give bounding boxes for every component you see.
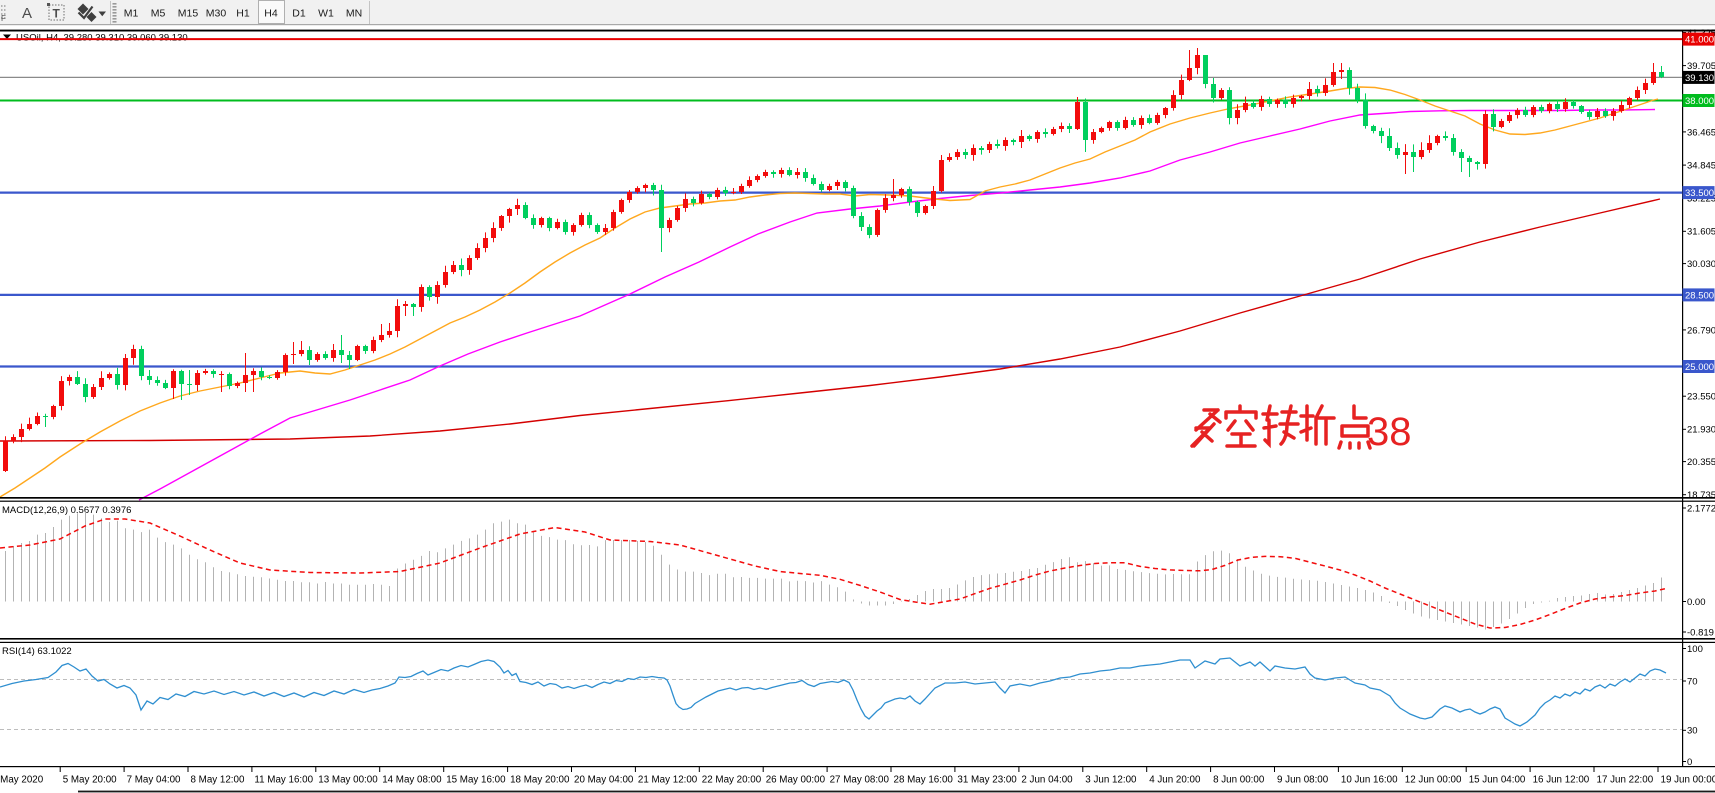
svg-text:38: 38	[1367, 410, 1412, 454]
svg-text:100: 100	[1687, 644, 1703, 655]
svg-text:30: 30	[1687, 726, 1698, 737]
svg-text:2.1772: 2.1772	[1687, 503, 1715, 514]
svg-text:39.705: 39.705	[1687, 61, 1715, 72]
svg-text:8 Jun 00:00: 8 Jun 00:00	[1213, 775, 1265, 786]
svg-text:RSI(14) 63.1022: RSI(14) 63.1022	[2, 646, 72, 657]
svg-text:M5: M5	[151, 8, 166, 20]
svg-text:20.355: 20.355	[1687, 457, 1715, 468]
svg-text:30.030: 30.030	[1687, 259, 1715, 270]
svg-text:23.550: 23.550	[1687, 392, 1715, 403]
svg-text:M1: M1	[124, 8, 139, 20]
svg-text:9 Jun 08:00: 9 Jun 08:00	[1277, 775, 1329, 786]
svg-text:M15: M15	[178, 8, 199, 20]
svg-text:25.000: 25.000	[1685, 362, 1714, 373]
svg-text:39.130: 39.130	[1685, 73, 1714, 84]
svg-text:0.00: 0.00	[1687, 597, 1706, 608]
svg-text:MN: MN	[346, 8, 362, 20]
svg-text:26 May 00:00: 26 May 00:00	[766, 775, 826, 786]
svg-text:USOil, H4, 39.280 39.310 39.06: USOil, H4, 39.280 39.310 39.060 39.130	[16, 33, 188, 44]
svg-text:11 May 16:00: 11 May 16:00	[254, 775, 313, 786]
svg-text:15 May 16:00: 15 May 16:00	[446, 775, 506, 786]
svg-text:H4: H4	[264, 8, 278, 20]
svg-text:H1: H1	[236, 8, 250, 20]
svg-text:12 Jun 00:00: 12 Jun 00:00	[1405, 775, 1462, 786]
svg-text:18 May 20:00: 18 May 20:00	[510, 775, 570, 786]
svg-text:15 Jun 04:00: 15 Jun 04:00	[1469, 775, 1526, 786]
svg-text:20 May 04:00: 20 May 04:00	[574, 775, 634, 786]
svg-text:28.500: 28.500	[1685, 290, 1714, 301]
svg-text:17 Jun 22:00: 17 Jun 22:00	[1597, 775, 1654, 786]
svg-text:38.000: 38.000	[1685, 96, 1714, 107]
svg-text:27 May 08:00: 27 May 08:00	[830, 775, 890, 786]
svg-text:10 Jun 16:00: 10 Jun 16:00	[1341, 775, 1398, 786]
svg-text:70: 70	[1687, 676, 1698, 687]
svg-text:26.790: 26.790	[1687, 325, 1715, 336]
svg-text:M30: M30	[206, 8, 227, 20]
svg-text:21.930: 21.930	[1687, 425, 1715, 436]
svg-text:4 May 2020: 4 May 2020	[0, 775, 44, 786]
svg-text:0: 0	[1687, 757, 1692, 768]
svg-text:33.500: 33.500	[1685, 188, 1714, 199]
svg-text:18.735: 18.735	[1687, 490, 1715, 501]
svg-text:2 Jun 04:00: 2 Jun 04:00	[1021, 775, 1073, 786]
svg-text:D1: D1	[292, 8, 306, 20]
svg-text:36.465: 36.465	[1687, 127, 1715, 138]
svg-text:14 May 08:00: 14 May 08:00	[382, 775, 442, 786]
svg-text:34.845: 34.845	[1687, 161, 1715, 172]
svg-text:41.000: 41.000	[1685, 35, 1714, 46]
svg-text:A: A	[22, 5, 32, 22]
svg-text:21 May 12:00: 21 May 12:00	[638, 775, 698, 786]
svg-text:19 Jun 00:00: 19 Jun 00:00	[1661, 775, 1715, 786]
svg-text:4 Jun 20:00: 4 Jun 20:00	[1149, 775, 1201, 786]
svg-text:28 May 16:00: 28 May 16:00	[894, 775, 954, 786]
svg-text:T: T	[53, 7, 61, 21]
svg-text:31.605: 31.605	[1687, 227, 1715, 238]
svg-text:W1: W1	[318, 8, 334, 20]
svg-text:5 May 20:00: 5 May 20:00	[63, 775, 117, 786]
svg-text:8 May 12:00: 8 May 12:00	[191, 775, 245, 786]
svg-text:13 May 00:00: 13 May 00:00	[318, 775, 378, 786]
svg-text:MACD(12,26,9) 0.5677 0.3976: MACD(12,26,9) 0.5677 0.3976	[2, 505, 131, 516]
svg-text:22 May 20:00: 22 May 20:00	[702, 775, 762, 786]
svg-text:3 Jun 12:00: 3 Jun 12:00	[1085, 775, 1137, 786]
svg-text:-0.819: -0.819	[1687, 627, 1714, 638]
svg-text:16 Jun 12:00: 16 Jun 12:00	[1533, 775, 1590, 786]
svg-text:31 May 23:00: 31 May 23:00	[957, 775, 1017, 786]
svg-text:7 May 04:00: 7 May 04:00	[127, 775, 181, 786]
svg-text:F: F	[1, 14, 6, 23]
